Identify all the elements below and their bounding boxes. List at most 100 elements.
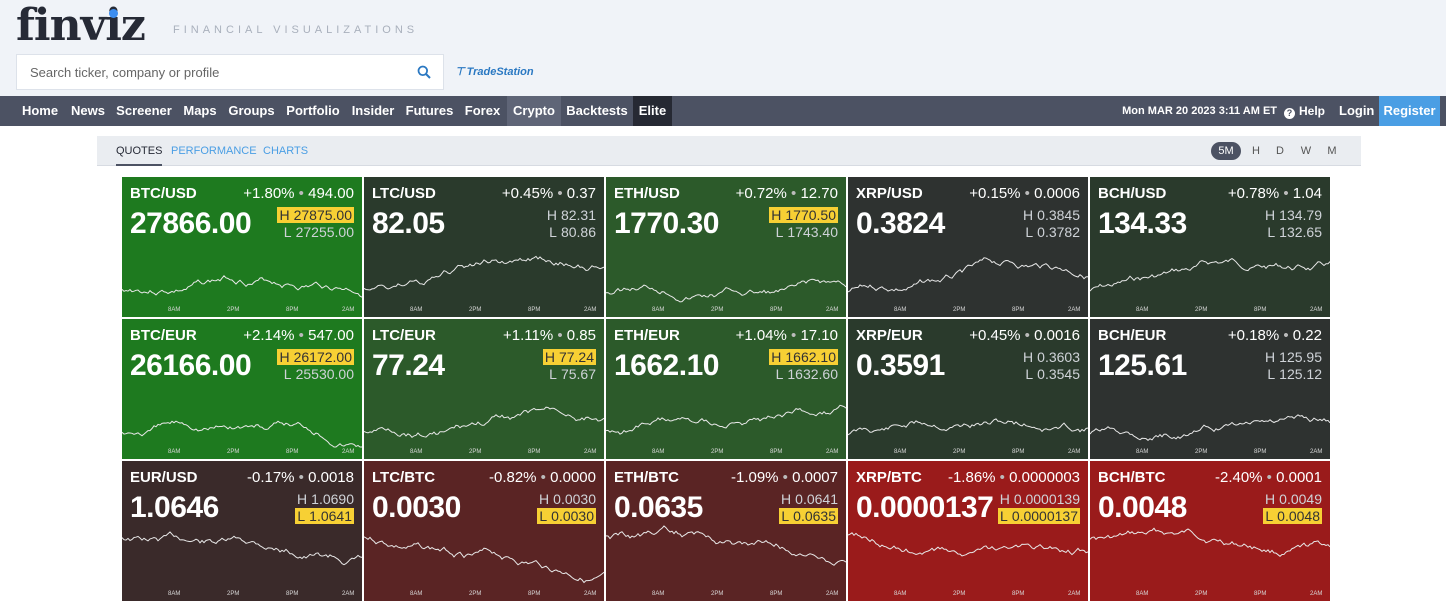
separator-dot-icon: • — [294, 469, 309, 486]
nav-item-futures[interactable]: Futures — [405, 103, 454, 118]
nav-item-maps[interactable]: Maps — [183, 103, 217, 118]
high-value: 0.0641 — [795, 491, 838, 507]
tile-change: +0.45% • 0.37 — [502, 185, 596, 202]
subtab-charts[interactable]: CHARTS — [263, 145, 309, 157]
quote-tile-btc-usd[interactable]: BTC/USD +1.80% • 494.00 27866.00 H 27875.00 L… — [122, 177, 362, 317]
nav-help-link[interactable]: ? Help — [1284, 96, 1325, 126]
quote-tile-eur-usd[interactable]: EUR/USD -0.17% • 0.0018 1.0646 H 1.0690 L 1.06… — [122, 461, 362, 601]
tile-low: L 0.3545 — [1025, 366, 1080, 382]
sparkline-axis: 8AM 2PM 8PM 2AM — [606, 591, 846, 599]
low-value: 27255.00 — [295, 224, 354, 240]
tile-price: 27866.00 — [130, 207, 252, 240]
tile-change: -1.09% • 0.0007 — [731, 469, 838, 486]
quote-tile-xrp-usd[interactable]: XRP/USD +0.15% • 0.0006 0.3824 H 0.3845 L 0.37… — [848, 177, 1088, 317]
search-icon[interactable] — [417, 65, 431, 79]
subtab-quotes[interactable]: QUOTES — [116, 136, 163, 166]
tile-low: L 80.86 — [549, 224, 596, 240]
low-value: 80.86 — [560, 224, 596, 240]
separator-dot-icon: • — [1262, 469, 1277, 486]
quote-tile-xrp-eur[interactable]: XRP/EUR +0.45% • 0.0016 0.3591 H 0.3603 L 0.35… — [848, 319, 1088, 459]
separator-dot-icon: • — [294, 327, 309, 344]
nav-item-screener[interactable]: Screener — [116, 103, 172, 118]
timeframe-w[interactable]: W — [1300, 145, 1312, 157]
tile-change-pct: +0.78% — [1227, 185, 1280, 202]
high-label: H — [1023, 207, 1034, 223]
nav-item-crypto[interactable]: Crypto — [507, 96, 561, 126]
finviz-logo[interactable]: finviz — [16, 0, 146, 51]
timeframe-5m[interactable]: 5M — [1211, 142, 1241, 160]
separator-dot-icon: • — [1020, 185, 1035, 202]
axis-tick-label: 8PM — [528, 591, 541, 597]
low-value: 1.0641 — [309, 508, 352, 524]
tile-change: +2.14% • 547.00 — [243, 327, 354, 344]
low-value: 0.0048 — [1277, 508, 1320, 524]
nav-item-insider[interactable]: Insider — [351, 103, 395, 118]
high-value: 0.0030 — [553, 491, 596, 507]
axis-tick-label: 2PM — [953, 591, 966, 597]
tile-change: -2.40% • 0.0001 — [1215, 469, 1322, 486]
quote-tile-bch-btc[interactable]: BCH/BTC -2.40% • 0.0001 0.0048 H 0.0049 L 0.00… — [1090, 461, 1330, 601]
low-label: L — [1000, 508, 1008, 524]
tile-pair: EUR/USD — [130, 469, 198, 486]
high-value: 0.3845 — [1037, 207, 1080, 223]
timeframe-d[interactable]: D — [1276, 145, 1284, 157]
nav-register-button[interactable]: Register — [1379, 96, 1440, 126]
low-label: L — [1267, 224, 1276, 240]
nav-item-elite[interactable]: Elite — [633, 96, 672, 126]
nav-item-portfolio[interactable]: Portfolio — [286, 103, 340, 118]
separator-dot-icon: • — [995, 469, 1010, 486]
sparkline-axis: 8AM 2PM 8PM 2AM — [1090, 449, 1330, 457]
timeframe-h[interactable]: H — [1252, 145, 1260, 157]
low-label: L — [775, 366, 784, 382]
axis-tick-label: 2AM — [1310, 307, 1323, 313]
axis-tick-label: 8PM — [770, 449, 783, 455]
quote-tile-xrp-btc[interactable]: XRP/BTC -1.86% • 0.0000003 0.0000137 H 0.000… — [848, 461, 1088, 601]
quote-tile-bch-eur[interactable]: BCH/EUR +0.18% • 0.22 125.61 H 125.95 L 125.12… — [1090, 319, 1330, 459]
axis-tick-label: 2PM — [711, 449, 724, 455]
search-input[interactable] — [17, 55, 407, 89]
nav-item-home[interactable]: Home — [21, 103, 59, 118]
axis-tick-label: 8PM — [1012, 449, 1025, 455]
logo-dot-icon — [109, 9, 118, 18]
axis-tick-label: 2AM — [826, 449, 839, 455]
quote-tile-bch-usd[interactable]: BCH/USD +0.78% • 1.04 134.33 H 134.79 L 132.65… — [1090, 177, 1330, 317]
axis-tick-label: 2AM — [1310, 591, 1323, 597]
tile-change-abs: 0.0018 — [308, 469, 354, 486]
quote-tile-ltc-eur[interactable]: LTC/EUR +1.11% • 0.85 77.24 H 77.24 L 75.67 8AM… — [364, 319, 604, 459]
low-value: 132.65 — [1279, 224, 1322, 240]
nav-item-backtests[interactable]: Backtests — [566, 103, 628, 118]
quote-tile-ltc-usd[interactable]: LTC/USD +0.45% • 0.37 82.05 H 82.31 L 80.86 8AM… — [364, 177, 604, 317]
quote-tile-eth-usd[interactable]: ETH/USD +0.72% • 12.70 1770.30 H 1770.50 L 174… — [606, 177, 846, 317]
quote-tile-eth-eur[interactable]: ETH/EUR +1.04% • 17.10 1662.10 H 1662.10 L 163… — [606, 319, 846, 459]
high-value: 0.0000139 — [1013, 491, 1080, 507]
low-value: 125.12 — [1279, 366, 1322, 382]
quote-tile-eth-btc[interactable]: ETH/BTC -1.09% • 0.0007 0.0635 H 0.0641 L 0.06… — [606, 461, 846, 601]
tile-price: 134.33 — [1098, 207, 1187, 240]
tile-change-abs: 0.85 — [566, 327, 596, 344]
nav-item-news[interactable]: News — [71, 103, 105, 118]
price-sparkline — [606, 525, 846, 566]
tile-change: +0.15% • 0.0006 — [969, 185, 1080, 202]
tile-pair: BTC/USD — [130, 185, 197, 202]
tradestation-link[interactable]: ⊤ TradeStation — [455, 66, 534, 78]
axis-tick-label: 2PM — [1195, 591, 1208, 597]
axis-tick-label: 2PM — [227, 307, 240, 313]
quote-tile-btc-eur[interactable]: BTC/EUR +2.14% • 547.00 26166.00 H 26172.00 L… — [122, 319, 362, 459]
tile-price: 0.0000137 — [856, 491, 994, 524]
price-sparkline — [1090, 527, 1330, 557]
axis-tick-label: 8AM — [1136, 591, 1149, 597]
nav-item-forex[interactable]: Forex — [464, 103, 501, 118]
tile-price: 82.05 — [372, 207, 445, 240]
nav-item-groups[interactable]: Groups — [228, 103, 275, 118]
tile-high: H 0.3845 — [1023, 207, 1080, 223]
tile-pair: XRP/EUR — [856, 327, 923, 344]
nav-login-link[interactable]: Login — [1339, 103, 1375, 118]
sparkline-axis: 8AM 2PM 8PM 2AM — [122, 307, 362, 315]
axis-tick-label: 8AM — [894, 591, 907, 597]
sparkline-path — [122, 420, 362, 448]
timeframe-m[interactable]: M — [1327, 145, 1337, 157]
subtab-performance[interactable]: PERFORMANCE — [171, 145, 257, 157]
quote-tile-ltc-btc[interactable]: LTC/BTC -0.82% • 0.0000 0.0030 H 0.0030 L 0.00… — [364, 461, 604, 601]
sparkline-path — [364, 255, 604, 291]
high-value: 26172.00 — [293, 349, 352, 365]
